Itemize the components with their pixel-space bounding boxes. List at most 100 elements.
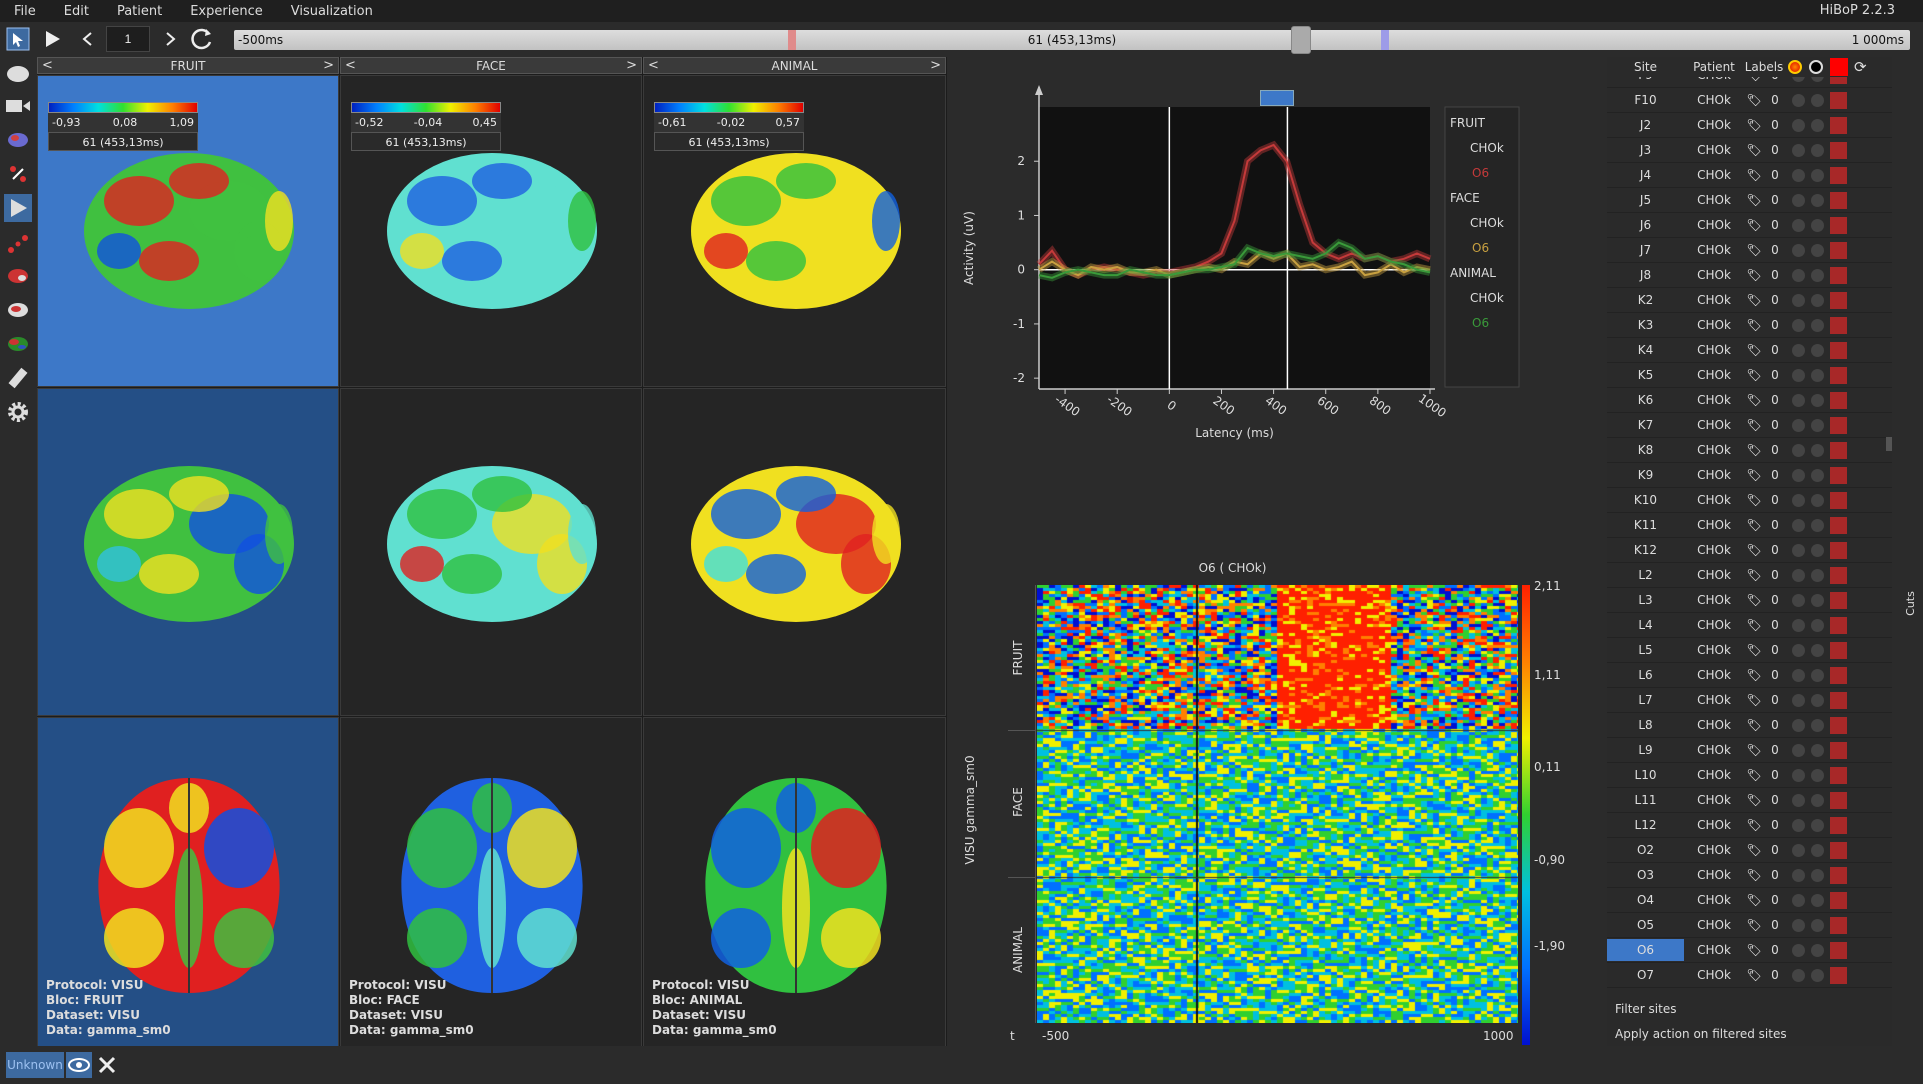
highlight-toggle[interactable] [1792,144,1805,157]
cuts-label[interactable]: Cuts [1904,591,1917,616]
tag-icon[interactable]: 🏷 [1744,693,1764,707]
brain-view-animal-2[interactable] [643,388,946,716]
route-icon[interactable] [4,230,32,258]
raster-heatmap[interactable] [1037,585,1518,1023]
highlight-toggle[interactable] [1792,944,1805,957]
brain-view-fruit-1[interactable]: -0,93 0,08 1,09 61 (453,13ms) [37,75,339,387]
site-color-swatch[interactable] [1830,77,1847,84]
tag-icon[interactable]: 🏷 [1744,318,1764,332]
highlight-toggle[interactable] [1792,619,1805,632]
tag-icon[interactable]: 🏷 [1744,118,1764,132]
site-color-swatch[interactable] [1830,817,1847,834]
highlight-toggle[interactable] [1792,294,1805,307]
tag-icon[interactable]: 🏷 [1744,418,1764,432]
blacklist-toggle[interactable] [1811,669,1824,682]
column-next-icon[interactable]: > [930,57,941,74]
blacklist-toggle[interactable] [1811,519,1824,532]
blacklist-toggle[interactable] [1811,594,1824,607]
highlight-toggle[interactable] [1792,869,1805,882]
highlight-toggle[interactable] [1792,194,1805,207]
tag-icon[interactable]: 🏷 [1744,193,1764,207]
blacklist-toggle[interactable] [1811,219,1824,232]
highlight-toggle[interactable] [1792,919,1805,932]
tag-icon[interactable]: 🏷 [1744,518,1764,532]
blacklist-toggle[interactable] [1811,294,1824,307]
blacklist-toggle[interactable] [1811,169,1824,182]
next-icon[interactable] [162,26,180,52]
site-row[interactable]: J6 CHOk 🏷 0 [1607,213,1892,238]
site-row[interactable]: K6 CHOk 🏷 0 [1607,388,1892,413]
site-row[interactable]: J3 CHOk 🏷 0 [1607,138,1892,163]
column-next-icon[interactable]: > [626,57,637,74]
site-color-swatch[interactable] [1830,367,1847,384]
blacklist-toggle[interactable] [1811,369,1824,382]
tag-icon[interactable]: 🏷 [1744,818,1764,832]
highlight-toggle[interactable] [1792,319,1805,332]
site-row[interactable]: F10 CHOk 🏷 0 [1607,88,1892,113]
highlight-toggle[interactable] [1792,269,1805,282]
site-row[interactable]: L7 CHOk 🏷 0 [1607,688,1892,713]
column-header-face[interactable]: < FACE > [340,57,642,74]
gear-icon[interactable] [4,398,32,426]
highlight-toggle[interactable] [1792,344,1805,357]
tag-icon[interactable]: 🏷 [1744,943,1764,957]
brain-mesh[interactable] [686,768,906,998]
tag-icon[interactable]: 🏷 [1744,168,1764,182]
tag-icon[interactable]: 🏷 [1744,293,1764,307]
blacklist-toggle[interactable] [1811,244,1824,257]
site-row[interactable]: L12 CHOk 🏷 0 [1607,813,1892,838]
site-row[interactable]: K3 CHOk 🏷 0 [1607,313,1892,338]
site-color-swatch[interactable] [1830,967,1847,984]
site-color-swatch[interactable] [1830,667,1847,684]
brain-red-icon[interactable] [4,262,32,290]
tag-icon[interactable]: 🏷 [1744,143,1764,157]
highlight-toggle[interactable] [1792,169,1805,182]
highlight-toggle[interactable] [1792,819,1805,832]
site-row[interactable]: K5 CHOk 🏷 0 [1607,363,1892,388]
site-color-swatch[interactable] [1830,742,1847,759]
site-color-swatch[interactable] [1830,317,1847,334]
site-color-swatch[interactable] [1830,292,1847,309]
play-icon[interactable] [40,26,64,52]
tag-icon[interactable]: 🏷 [1744,768,1764,782]
blacklist-toggle[interactable] [1811,969,1824,982]
site-row[interactable]: K7 CHOk 🏷 0 [1607,413,1892,438]
site-row[interactable]: L5 CHOk 🏷 0 [1607,638,1892,663]
site-color-swatch[interactable] [1830,542,1847,559]
blacklist-toggle[interactable] [1811,769,1824,782]
highlight-toggle[interactable] [1792,394,1805,407]
colormap-icon[interactable] [4,126,32,154]
highlight-toggle[interactable] [1792,769,1805,782]
blacklist-toggle[interactable] [1811,719,1824,732]
refresh-icon[interactable] [188,26,216,52]
site-color-swatch[interactable] [1830,642,1847,659]
blacklist-toggle[interactable] [1811,269,1824,282]
site-color-swatch[interactable] [1830,592,1847,609]
blacklist-toggle[interactable] [1811,844,1824,857]
site-row[interactable]: L3 CHOk 🏷 0 [1607,588,1892,613]
site-color-swatch[interactable] [1830,617,1847,634]
site-row[interactable]: J7 CHOk 🏷 0 [1607,238,1892,263]
highlight-toggle[interactable] [1792,119,1805,132]
highlight-toggle[interactable] [1792,669,1805,682]
site-row[interactable]: L9 CHOk 🏷 0 [1607,738,1892,763]
highlight-toggle[interactable] [1792,844,1805,857]
tag-icon[interactable]: 🏷 [1744,743,1764,757]
site-row[interactable]: L6 CHOk 🏷 0 [1607,663,1892,688]
brain-view-face-1[interactable]: -0,52 -0,04 0,45 61 (453,13ms) [340,75,642,387]
blacklist-toggle[interactable] [1811,569,1824,582]
brain-atlas-icon[interactable] [4,330,32,358]
tag-icon[interactable]: 🏷 [1744,793,1764,807]
slice-input[interactable] [106,26,150,52]
tag-icon[interactable]: 🏷 [1744,218,1764,232]
site-row[interactable]: K4 CHOk 🏷 0 [1607,338,1892,363]
highlight-toggle[interactable] [1792,77,1805,82]
tag-icon[interactable]: 🏷 [1744,593,1764,607]
highlight-toggle[interactable] [1792,519,1805,532]
column-header-fruit[interactable]: < FRUIT > [37,57,339,74]
site-color-swatch[interactable] [1830,167,1847,184]
tag-icon[interactable]: 🏷 [1744,618,1764,632]
site-color-swatch[interactable] [1830,267,1847,284]
brain-view-animal-1[interactable]: -0,61 -0,02 0,57 61 (453,13ms) [643,75,946,387]
brain-mesh[interactable] [382,454,602,634]
